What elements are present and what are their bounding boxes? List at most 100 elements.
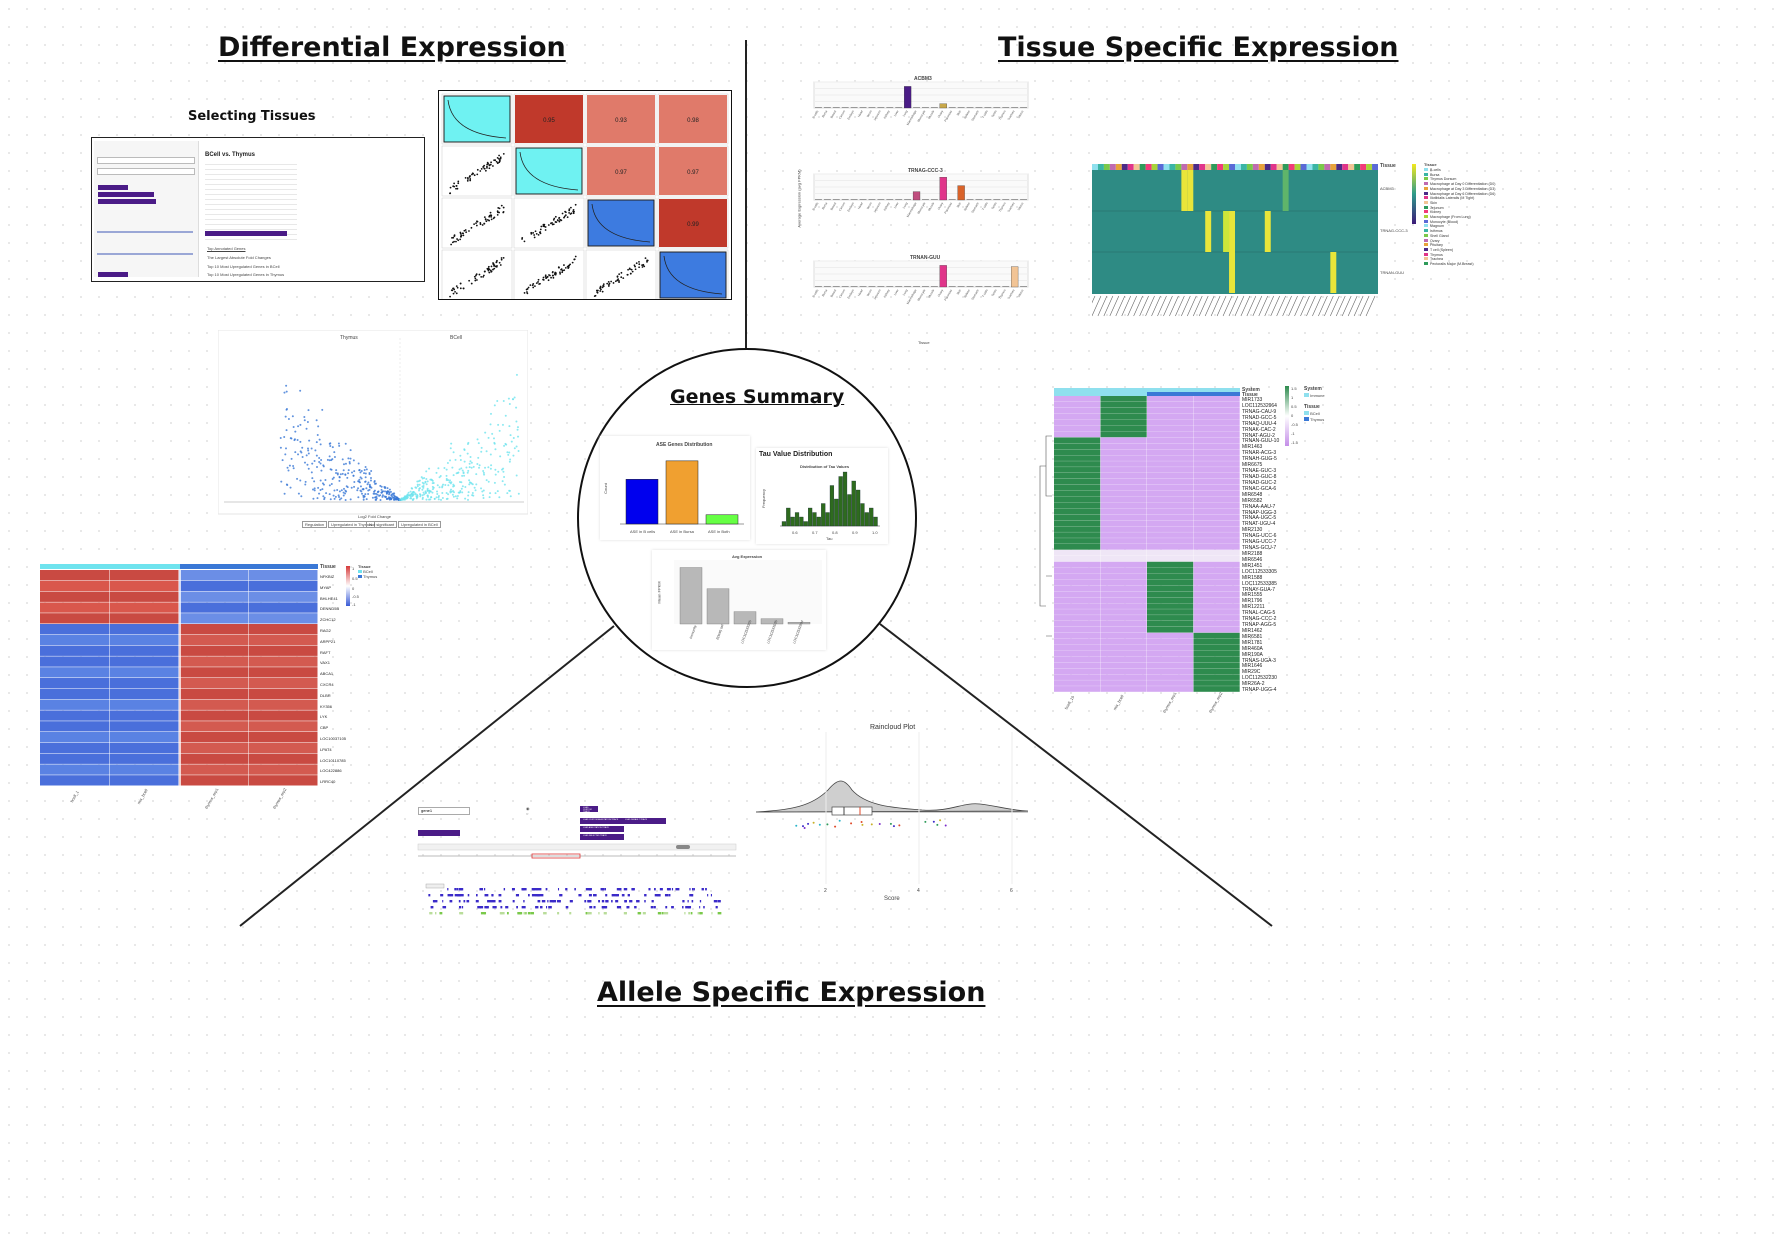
tissue-select-1[interactable]	[97, 157, 195, 164]
scatter-point	[463, 229, 466, 232]
browser-feature	[511, 888, 515, 891]
bar-base	[886, 286, 894, 287]
immune-heatmap-cell	[1054, 461, 1101, 467]
tissue-sample-label	[1276, 295, 1286, 317]
track-button-3[interactable]: LOAD DEFAULT TRACK	[622, 818, 666, 824]
scatter-point	[559, 219, 561, 221]
sidebar-slider-2[interactable]	[97, 253, 193, 255]
link-upregulated-bcell[interactable]: Top 10 Most Upregulated Genes in BCell	[207, 264, 280, 269]
immune-heatmap-cell	[1193, 514, 1240, 521]
bar-base	[868, 199, 876, 200]
volcano-point	[488, 496, 491, 499]
scatter-point	[462, 287, 465, 290]
scatter-point	[554, 215, 557, 218]
link-largest-fold[interactable]: The Largest Absolute Fold Changes	[207, 255, 271, 260]
volcano-point	[451, 466, 454, 469]
link-upregulated-thymus[interactable]: Top 10 Most Upregulated Genes in Thymus	[207, 272, 285, 277]
immune-gene-label: LOC112532230	[1242, 675, 1277, 682]
immune-heatmap-cell	[1193, 520, 1240, 527]
scatter-point	[468, 279, 471, 282]
scatter-point	[546, 275, 549, 278]
scatter-point	[450, 243, 453, 246]
volcano-point	[388, 496, 391, 499]
browser-feature	[536, 894, 540, 897]
sidebar-download-button[interactable]	[98, 272, 128, 277]
scatter-point	[459, 231, 462, 234]
sidebar-button-2[interactable]	[98, 192, 154, 197]
browser-feature	[466, 900, 470, 903]
tissue-annot-cell	[1354, 164, 1361, 170]
tissue-annot-cell	[1229, 164, 1235, 170]
immune-heatmap-cell	[1147, 472, 1194, 479]
tissue-category-label: Kidney	[883, 109, 891, 119]
browser-feature	[636, 900, 640, 903]
gene-label: CXCR4	[320, 681, 334, 687]
volcano-point	[418, 483, 421, 486]
tissue-sample-label	[1258, 295, 1269, 317]
immune-gene-label: MIR1733	[1242, 397, 1263, 403]
bar-base	[868, 286, 876, 287]
volcano-point	[363, 469, 366, 472]
browser-zoom-slider	[676, 845, 690, 849]
bar-base	[1002, 199, 1010, 200]
bar-base	[815, 107, 822, 108]
volcano-point	[432, 481, 435, 484]
immune-heatmap-cell	[1147, 520, 1194, 527]
volcano-point	[342, 491, 345, 494]
volcano-point	[428, 467, 431, 470]
scatter-point	[473, 223, 476, 226]
scatter-point	[483, 167, 486, 170]
immune-heatmap-cell	[1147, 656, 1194, 663]
scatter-point	[566, 216, 569, 219]
volcano-point	[376, 493, 379, 496]
volcano-point	[464, 497, 467, 500]
gene-select[interactable]: gene1	[418, 807, 470, 815]
link-top-annotated[interactable]: Top Annotated Genes	[207, 246, 246, 251]
track-button-4[interactable]: LOAD ANNOTATION TRACK	[580, 826, 624, 832]
sidebar-button-1[interactable]	[98, 185, 128, 190]
raincloud-point	[826, 823, 829, 826]
immune-heatmap-cell	[1193, 396, 1240, 402]
tissue-category-label: Trachea	[1007, 201, 1016, 213]
volcano-point	[430, 478, 433, 481]
browser-feature	[439, 912, 443, 915]
track-button-5[interactable]: LOAD SELECTED TRACK	[580, 834, 624, 840]
tissue-sample-label	[1341, 295, 1352, 317]
tissue-select-2[interactable]	[97, 168, 195, 175]
immune-heatmap-cell	[1100, 597, 1147, 603]
browser-feature	[701, 888, 704, 891]
browser-feature	[545, 888, 548, 891]
volcano-point	[508, 425, 511, 428]
sidebar-slider[interactable]	[97, 231, 193, 233]
radio-options[interactable]: ◉ ○	[526, 806, 530, 816]
volcano-point	[365, 487, 368, 490]
scatter-point	[533, 236, 536, 239]
immune-dendrogram	[1039, 435, 1052, 637]
scatter-point	[502, 206, 505, 209]
immune-heatmap-cell	[1100, 520, 1147, 527]
tissue-heat-highlight	[1181, 170, 1188, 211]
scatter-point	[534, 230, 537, 233]
track-button-1[interactable]: LOAD CUSTOM TRACK	[580, 806, 598, 813]
volcano-point	[456, 495, 459, 498]
heatmap-cell	[248, 570, 318, 581]
browser-feature	[565, 888, 568, 891]
scatter-point	[532, 231, 535, 234]
volcano-point	[346, 486, 349, 489]
volcano-point	[313, 480, 316, 483]
main-button-3[interactable]	[253, 231, 269, 236]
main-button-4[interactable]	[267, 231, 287, 236]
volcano-point	[297, 453, 300, 456]
volcano-point	[311, 462, 314, 465]
main-button-2[interactable]	[217, 231, 255, 236]
browser-go-button[interactable]	[418, 830, 460, 836]
browser-feature	[634, 906, 637, 909]
immune-heatmap-cell	[1100, 413, 1147, 420]
track-button-2[interactable]: LOAD CUSTOM ANNOTATION TRACK	[580, 818, 624, 824]
immune-heatmap-cell	[1147, 644, 1194, 651]
scatter-point	[551, 271, 554, 274]
browser-feature	[459, 912, 464, 915]
sidebar-button-3[interactable]	[98, 199, 156, 204]
main-button-1[interactable]	[205, 231, 219, 236]
heatmap-cell	[248, 775, 318, 786]
